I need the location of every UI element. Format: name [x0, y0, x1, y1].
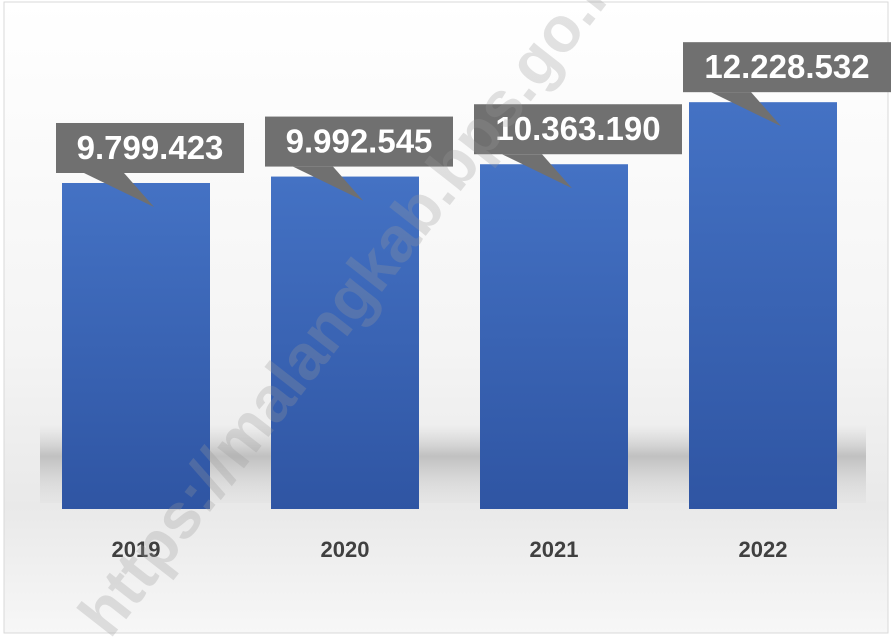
- data-label-text: 12.228.532: [704, 48, 869, 85]
- x-tick-label: 2020: [321, 537, 370, 562]
- data-label-box: [683, 42, 891, 93]
- data-label-box: [265, 116, 453, 167]
- data-label-pointer: [84, 172, 154, 207]
- data-label-text: 10.363.190: [495, 110, 660, 147]
- data-label-pointer: [711, 92, 781, 127]
- data-label-2020: 9.992.545: [265, 116, 453, 201]
- x-tick-label: 2022: [739, 537, 788, 562]
- data-label-2019: 9.799.423: [56, 122, 244, 207]
- x-tick-label: 2019: [112, 537, 161, 562]
- bar-2022: [689, 102, 837, 509]
- bar-2019: [62, 182, 210, 510]
- data-label-box: [56, 122, 244, 173]
- data-label-text: 9.992.545: [286, 123, 433, 160]
- data-label-2021: 10.363.190: [474, 104, 682, 189]
- data-label-2022: 12.228.532: [683, 42, 891, 127]
- bar-2021: [480, 164, 628, 509]
- data-label-pointer: [293, 166, 363, 201]
- bar-2020: [271, 176, 419, 509]
- data-label-pointer: [502, 154, 572, 189]
- data-label-text: 9.799.423: [77, 129, 224, 166]
- data-label-box: [474, 104, 682, 155]
- x-tick-label: 2021: [530, 537, 579, 562]
